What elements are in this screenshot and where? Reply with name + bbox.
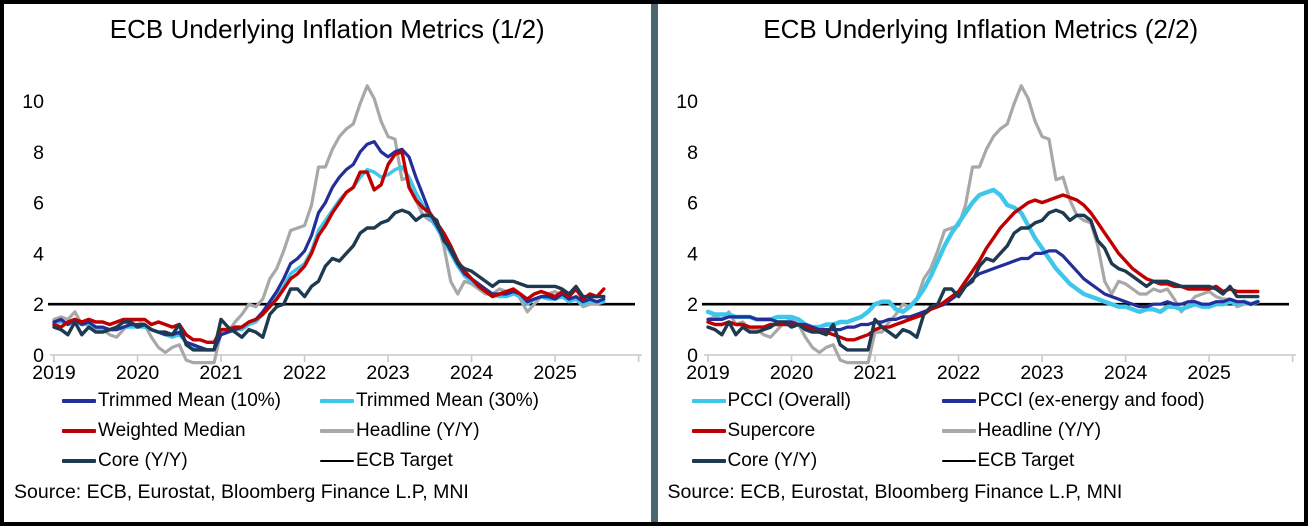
y-axis-label: 0 [33, 345, 44, 367]
legend-swatch [62, 459, 96, 463]
legend-label: Headline (Y/Y) [356, 420, 480, 441]
legend-swatch [941, 459, 976, 463]
series-line-core-y-y [52, 208, 606, 352]
chart-1-source: Source: ECB, Eurostat, Bloomberg Finance… [14, 481, 469, 503]
series-line-trimmed-mean-30 [52, 165, 606, 352]
legend-label: Weighted Median [98, 420, 246, 441]
legend-label: Core (Y/Y) [727, 450, 818, 471]
chart-2-title: ECB Underlying Inflation Metrics (2/2) [763, 14, 1199, 44]
series-line-core-y-y [705, 208, 1259, 352]
legend-item-core-y-y: Core (Y/Y) [62, 450, 320, 472]
x-axis-label: 2019 [32, 362, 75, 384]
legend-swatch [941, 399, 976, 403]
x-axis-label: 2020 [116, 362, 160, 384]
legend-item-supercore: Supercore [691, 420, 942, 442]
chart-1-title: ECB Underlying Inflation Metrics (1/2) [109, 14, 545, 44]
chart-2-source: Source: ECB, Eurostat, Bloomberg Finance… [667, 481, 1123, 503]
legend-item-trimmed-mean-30: Trimmed Mean (30%) [320, 390, 651, 412]
legend-item-pcci-ex-energy-and-food: PCCI (ex-energy and food) [941, 390, 1305, 412]
x-axis-label: 2019 [686, 362, 729, 384]
legend-label: ECB Target [356, 450, 453, 471]
legend-item-core-y-y: Core (Y/Y) [691, 450, 942, 472]
y-axis-label: 8 [687, 142, 698, 164]
chart-2-plot: 2019 2020 2021 2022 2023 2024 2025 0 2 4 6 8 10 [676, 84, 1296, 384]
chart-2-legend: PCCI (Overall) PCCI (ex-energy and food) S… [658, 390, 1305, 472]
x-axis-label: 2024 [450, 362, 494, 384]
x-axis-label: 2023 [366, 362, 409, 384]
y-axis-label: 6 [687, 193, 698, 215]
legend-label: Trimmed Mean (10%) [98, 390, 282, 411]
series-line-weighted-median [52, 150, 606, 344]
panel-chart-2: ECB Underlying Inflation Metrics (2/2) 2… [657, 4, 1305, 522]
legend-item-headline-y-y: Headline (Y/Y) [941, 420, 1305, 442]
legend-label: PCCI (Overall) [727, 390, 852, 411]
legend-label: Trimmed Mean (30%) [356, 390, 540, 411]
legend-item-ecb-target: ECB Target [320, 450, 651, 472]
legend-swatch [320, 459, 354, 463]
y-axis-label: 10 [676, 91, 698, 113]
legend-label: ECB Target [977, 450, 1075, 471]
legend-swatch [941, 429, 976, 433]
y-axis-label: 8 [33, 142, 44, 164]
legend-swatch [62, 429, 96, 433]
chart-1-legend: Trimmed Mean (10%) Trimmed Mean (30%) Weig… [4, 390, 651, 472]
x-axis-label: 2022 [936, 362, 979, 384]
y-axis-label: 4 [33, 243, 44, 265]
chart-1-plot: 2019 2020 2021 2022 2023 2024 2025 0 2 4 6 8 10 [22, 84, 642, 384]
legend-label: PCCI (ex-energy and food) [977, 390, 1205, 411]
legend-item-weighted-median: Weighted Median [62, 420, 320, 442]
panel-chart-1: ECB Underlying Inflation Metrics (1/2) 2… [4, 4, 651, 522]
legend-swatch [691, 399, 726, 403]
y-axis-label: 4 [687, 243, 698, 265]
legend-item-trimmed-mean-10: Trimmed Mean (10%) [62, 390, 320, 412]
series-line-pcci-overall [705, 187, 1260, 330]
legend-label: Headline (Y/Y) [977, 420, 1102, 441]
legend-label: Core (Y/Y) [98, 450, 188, 471]
y-axis-label: 2 [687, 294, 698, 316]
legend-label: Supercore [727, 420, 816, 441]
y-axis-label: 6 [33, 193, 44, 215]
panel-divider [650, 4, 658, 522]
legend-item-pcci-overall: PCCI (Overall) [691, 390, 942, 412]
x-axis-label: 2022 [283, 362, 326, 384]
x-axis-label: 2021 [199, 362, 242, 384]
x-axis-label: 2025 [533, 362, 577, 384]
legend-swatch [320, 429, 354, 433]
y-axis-label: 0 [687, 345, 698, 367]
legend-item-ecb-target: ECB Target [941, 450, 1305, 472]
y-axis-label: 2 [33, 294, 44, 316]
legend-swatch [691, 459, 726, 463]
y-axis-label: 10 [22, 91, 44, 113]
x-axis-label: 2021 [853, 362, 896, 384]
x-axis-label: 2024 [1103, 362, 1147, 384]
legend-item-headline-y-y: Headline (Y/Y) [320, 420, 651, 442]
legend-swatch [320, 399, 354, 403]
x-axis-label: 2025 [1187, 362, 1231, 384]
legend-swatch [62, 399, 96, 403]
x-axis-label: 2023 [1020, 362, 1063, 384]
legend-swatch [691, 429, 726, 433]
x-axis-label: 2020 [769, 362, 813, 384]
